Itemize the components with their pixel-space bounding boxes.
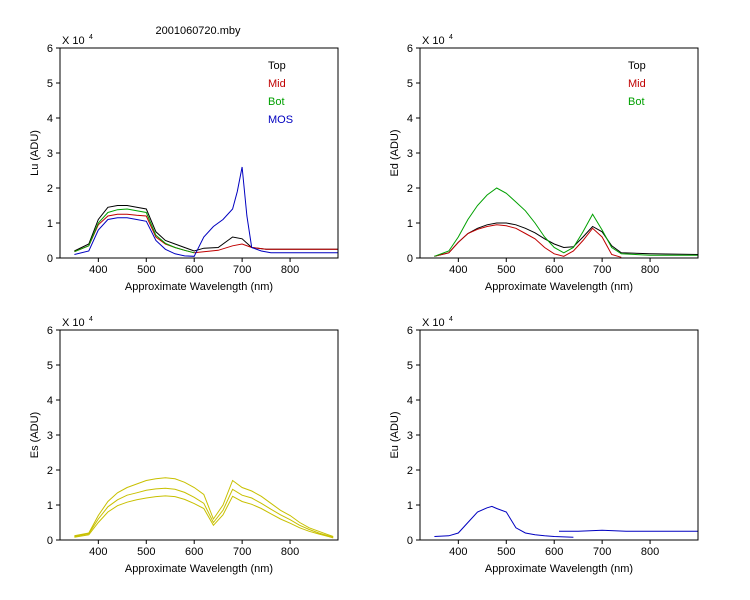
x-tick-label: 700 xyxy=(233,264,251,276)
y-tick-label: 2 xyxy=(47,183,53,195)
y-tick-label: 5 xyxy=(407,78,413,90)
y-tick-label: 0 xyxy=(407,535,413,547)
y-tick-label: 6 xyxy=(407,43,413,55)
y-tick-label: 0 xyxy=(47,253,53,265)
x-tick-label: 500 xyxy=(497,546,515,558)
y-tick-label: 3 xyxy=(407,430,413,442)
y-tick-label: 4 xyxy=(407,395,413,407)
x-tick-label: 500 xyxy=(137,546,155,558)
y-tick-label: 2 xyxy=(47,465,53,477)
x-tick-label: 400 xyxy=(89,546,107,558)
series-line-bot xyxy=(434,187,698,257)
y-tick-label: 4 xyxy=(407,113,413,125)
x-axis-label: Approximate Wavelength (nm) xyxy=(125,281,273,293)
legend-entry-bot: Bot xyxy=(628,96,645,108)
x-tick-label: 800 xyxy=(281,264,299,276)
exponent-label: X 10 xyxy=(62,35,85,47)
legend-entry-top: Top xyxy=(268,60,286,72)
y-axis-label: Lu (ADU) xyxy=(29,130,41,176)
x-tick-label: 400 xyxy=(89,264,107,276)
y-tick-label: 3 xyxy=(47,430,53,442)
series-line-top xyxy=(74,205,338,252)
chart-panel-4: 0 1 2 3 4 5 6 400 500 600 700 800 X 10 4 Approximate W… xyxy=(389,316,699,575)
x-tick-label: 600 xyxy=(185,546,203,558)
exponent-label: X 10 xyxy=(62,317,85,329)
y-tick-label: 4 xyxy=(47,113,53,125)
y-axis-label: Eu (ADU) xyxy=(389,411,401,458)
y-tick-label: 4 xyxy=(47,395,53,407)
y-tick-label: 0 xyxy=(407,253,413,265)
x-tick-label: 500 xyxy=(497,264,515,276)
series-line-1 xyxy=(434,505,574,538)
y-tick-label: 6 xyxy=(47,43,53,55)
figure-title: 2001060720.mby xyxy=(155,25,241,37)
x-tick-label: 500 xyxy=(137,264,155,276)
x-tick-label: 700 xyxy=(593,546,611,558)
plot-frame xyxy=(419,47,699,259)
exponent-label: X 10 xyxy=(422,35,445,47)
y-tick-label: 6 xyxy=(47,325,53,337)
x-tick-label: 600 xyxy=(185,264,203,276)
series-line-bot xyxy=(74,208,195,254)
legend-entry-mid: Mid xyxy=(268,78,286,90)
legend-entry-bot: Bot xyxy=(268,96,285,108)
exponent-power: 4 xyxy=(89,34,93,41)
x-axis-label: Approximate Wavelength (nm) xyxy=(485,563,633,575)
exponent-label: X 10 xyxy=(422,317,445,329)
chart-panel-2: 0 1 2 3 4 5 6 400 500 600 700 800 X 10 4 Approximate W… xyxy=(389,34,699,293)
y-tick-label: 2 xyxy=(407,465,413,477)
y-tick-label: 3 xyxy=(407,148,413,160)
plot-frame xyxy=(59,329,339,541)
chart-panel-1: 0 1 2 3 4 5 6 400 500 600 700 800 X 10 4 Approximate W… xyxy=(29,34,339,293)
series-line-mid xyxy=(434,224,622,258)
y-axis-label: Es (ADU) xyxy=(29,412,41,458)
x-tick-label: 600 xyxy=(545,264,563,276)
series-line-2 xyxy=(74,487,334,538)
y-tick-label: 3 xyxy=(47,148,53,160)
x-axis-label: Approximate Wavelength (nm) xyxy=(125,563,273,575)
x-tick-label: 400 xyxy=(449,546,467,558)
y-tick-label: 1 xyxy=(407,500,413,512)
series-line-mos xyxy=(74,166,338,257)
exponent-power: 4 xyxy=(89,316,93,323)
y-tick-label: 5 xyxy=(47,360,53,372)
legend-entry-top: Top xyxy=(628,60,646,72)
plot-frame xyxy=(419,329,699,541)
y-tick-label: 2 xyxy=(407,183,413,195)
series-line-mid xyxy=(74,213,338,254)
x-tick-label: 800 xyxy=(641,264,659,276)
y-tick-label: 1 xyxy=(47,218,53,230)
x-tick-label: 800 xyxy=(281,546,299,558)
legend-entry-mid: Mid xyxy=(628,78,646,90)
x-tick-label: 700 xyxy=(593,264,611,276)
y-tick-label: 0 xyxy=(47,535,53,547)
series-line-2 xyxy=(559,529,698,532)
x-tick-label: 600 xyxy=(545,546,563,558)
exponent-power: 4 xyxy=(449,34,453,41)
series-line-1 xyxy=(74,477,334,537)
series-line-3 xyxy=(74,495,334,539)
x-tick-label: 400 xyxy=(449,264,467,276)
y-tick-label: 1 xyxy=(47,500,53,512)
y-tick-label: 5 xyxy=(407,360,413,372)
x-tick-label: 700 xyxy=(233,546,251,558)
legend-entry-mos: MOS xyxy=(268,114,293,126)
y-tick-label: 1 xyxy=(407,218,413,230)
x-tick-label: 800 xyxy=(641,546,659,558)
y-tick-label: 5 xyxy=(47,78,53,90)
chart-panel-3: 0 1 2 3 4 5 6 400 500 600 700 800 X 10 4 Approximate W… xyxy=(29,316,339,575)
y-tick-label: 6 xyxy=(407,325,413,337)
x-axis-label: Approximate Wavelength (nm) xyxy=(485,281,633,293)
exponent-power: 4 xyxy=(449,316,453,323)
y-axis-label: Ed (ADU) xyxy=(389,129,401,176)
